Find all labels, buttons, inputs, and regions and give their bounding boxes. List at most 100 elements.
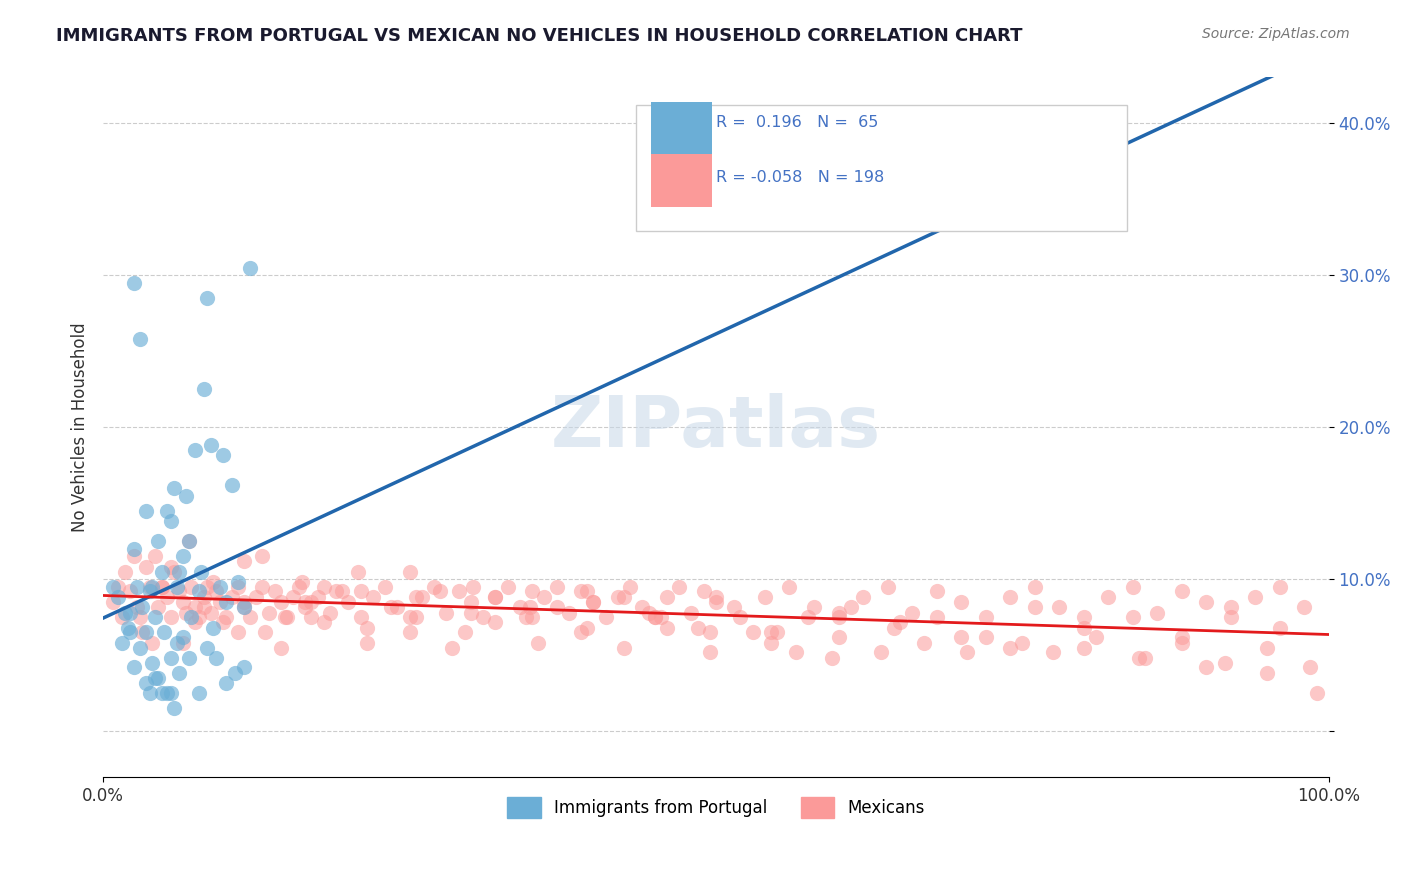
Point [143, 610, 166, 624]
Point [143, 671, 166, 685]
Point [644, 610, 666, 624]
Point [1170, 584, 1192, 599]
Point [127, 580, 149, 594]
Point [1073, 610, 1095, 624]
Point [233, 595, 256, 609]
Point [226, 625, 249, 640]
Point [821, 651, 844, 665]
Point [129, 610, 152, 624]
Point [200, 438, 222, 452]
Point [129, 640, 152, 655]
Point [270, 640, 292, 655]
Point [484, 591, 506, 605]
Point [114, 606, 136, 620]
Point [460, 606, 482, 620]
Point [387, 599, 409, 614]
Point [156, 686, 179, 700]
Point [184, 599, 207, 614]
Point [150, 580, 173, 594]
Point [150, 580, 173, 594]
Point [527, 636, 550, 650]
Point [582, 595, 605, 609]
Point [233, 554, 256, 568]
Point [138, 584, 160, 599]
Point [655, 621, 678, 635]
Point [1213, 656, 1236, 670]
Point [429, 584, 451, 599]
Point [221, 591, 243, 605]
Point [509, 599, 531, 614]
Point [127, 599, 149, 614]
Point [172, 630, 194, 644]
Point [180, 580, 202, 594]
Point [870, 645, 893, 659]
Point [150, 565, 173, 579]
Point [101, 580, 124, 594]
Point [1122, 610, 1144, 624]
Point [233, 599, 256, 614]
Point [319, 606, 342, 620]
Point [159, 515, 181, 529]
Point [110, 610, 132, 624]
Point [288, 580, 311, 594]
Point [226, 580, 249, 594]
Point [1097, 591, 1119, 605]
Point [998, 640, 1021, 655]
Point [434, 606, 457, 620]
Point [1073, 640, 1095, 655]
Point [699, 645, 721, 659]
Point [253, 625, 276, 640]
Point [1170, 636, 1192, 650]
Point [138, 580, 160, 594]
Point [1256, 666, 1278, 681]
Point [356, 621, 378, 635]
Point [484, 615, 506, 629]
Point [301, 610, 323, 624]
Point [131, 625, 153, 640]
Point [239, 610, 262, 624]
Point [141, 580, 163, 594]
Point [779, 580, 801, 594]
Point [681, 606, 703, 620]
Point [1299, 660, 1322, 674]
Point [1011, 636, 1033, 650]
Point [515, 610, 537, 624]
Point [263, 584, 285, 599]
Point [291, 575, 314, 590]
Text: ZIPatlas: ZIPatlas [551, 392, 882, 462]
Point [135, 504, 157, 518]
Point [156, 591, 179, 605]
Point [998, 591, 1021, 605]
Point [411, 591, 433, 605]
Point [398, 565, 420, 579]
FancyBboxPatch shape [637, 105, 1126, 231]
Point [184, 442, 207, 457]
Point [925, 584, 948, 599]
Point [195, 580, 218, 594]
Point [1294, 599, 1316, 614]
Point [759, 636, 782, 650]
Point [215, 595, 238, 609]
Point [741, 625, 763, 640]
Point [349, 610, 371, 624]
Point [187, 584, 209, 599]
Point [257, 606, 280, 620]
Point [606, 591, 628, 605]
Point [215, 610, 238, 624]
Point [138, 686, 160, 700]
Point [122, 541, 145, 556]
Point [883, 621, 905, 635]
Point [405, 610, 427, 624]
Point [699, 625, 721, 640]
Point [114, 565, 136, 579]
Point [730, 610, 752, 624]
Point [208, 580, 231, 594]
Point [135, 560, 157, 574]
Point [187, 686, 209, 700]
Point [558, 606, 581, 620]
Point [925, 610, 948, 624]
Point [202, 621, 225, 635]
Text: R =  0.196   N =  65: R = 0.196 N = 65 [716, 115, 879, 130]
Point [1195, 660, 1218, 674]
Point [159, 686, 181, 700]
